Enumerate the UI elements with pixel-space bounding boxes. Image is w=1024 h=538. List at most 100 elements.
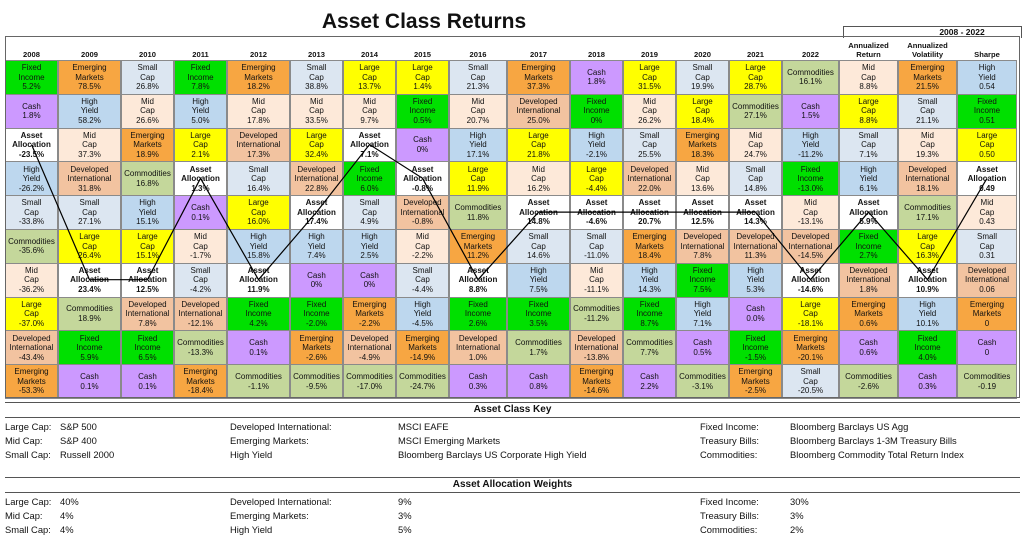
- cell-asset-label-line2: Allocation: [967, 174, 1007, 184]
- cell-value: 1.0%: [468, 352, 488, 362]
- cell-asset-label: Cash: [693, 338, 712, 348]
- grid-cell: Large Cap 8.8%: [839, 93, 898, 129]
- cell-asset-label: Emerging: [299, 333, 334, 343]
- cell-asset-label: Fixed: [528, 299, 549, 309]
- cell-value: 32.4%: [305, 149, 328, 159]
- column-header: 2009: [81, 49, 98, 59]
- grid-cell: Emerging Markets 78.5%: [58, 60, 121, 95]
- column-header: 2020: [694, 49, 711, 59]
- cell-asset-label: Developed: [128, 299, 167, 309]
- cell-value: 2.5%: [360, 251, 379, 261]
- cell-value: 18.9%: [136, 149, 159, 159]
- cell-asset-label: Commodities: [235, 372, 282, 382]
- cell-asset-label-line2: Markets: [741, 376, 770, 386]
- cell-value: 0.1%: [249, 347, 268, 357]
- cell-asset-label: Commodities: [845, 372, 892, 382]
- cell-value: 18.1%: [916, 183, 939, 193]
- grid-cell: Large Cap 1.4%: [396, 60, 449, 95]
- cell-value: 8.8%: [468, 284, 488, 294]
- cell-asset-label-line2: Cap: [140, 106, 155, 116]
- grid-cell: Asset Allocation 0.49: [957, 161, 1017, 197]
- cell-asset-label: Small: [190, 265, 211, 275]
- grid-cell: Emerging Markets -14.9%: [396, 330, 449, 366]
- column-header: Annualized Return: [848, 41, 889, 59]
- cell-value: 10.1%: [916, 318, 939, 328]
- cell-asset-label: Commodities: [399, 372, 446, 382]
- cell-asset-label-line2: Yield: [859, 174, 878, 184]
- cell-value: 8.7%: [640, 318, 659, 328]
- cell-asset-label: Small: [639, 130, 660, 140]
- grid-cell: Fixed Income 3.5%: [507, 296, 570, 332]
- grid-cell: Cash 2.2%: [623, 364, 676, 399]
- cell-value: 18.9%: [78, 313, 101, 323]
- cell-asset-label: Fixed: [800, 164, 821, 174]
- cell-asset-label: Commodities: [573, 304, 620, 314]
- cell-value: 9.7%: [360, 115, 379, 125]
- column-header: 2015: [414, 49, 431, 59]
- cell-value: 16.3%: [916, 251, 939, 261]
- cell-asset-label: Cash: [138, 372, 157, 382]
- cell-asset-label: Developed: [683, 232, 722, 242]
- grid-cell: Emerging Markets -2.5%: [729, 364, 782, 399]
- grid-cell: Mid Cap -11.1%: [570, 262, 623, 298]
- cell-asset-label: Small: [745, 164, 766, 174]
- grid-cell: High Yield 17.1%: [449, 127, 507, 163]
- grid-cell: Cash 0.3%: [449, 364, 507, 399]
- cell-asset-label-line2: Income: [187, 72, 214, 82]
- weight-text: High Yield: [230, 524, 273, 535]
- cell-asset-label: Mid: [363, 96, 376, 106]
- grid-cell: Small Cap 25.5%: [623, 127, 676, 163]
- cell-value: 0.1%: [191, 212, 210, 222]
- cell-asset-label: Emerging: [130, 130, 165, 140]
- cell-value: 21.5%: [916, 82, 939, 92]
- cell-asset-label-line2: International: [236, 140, 281, 150]
- key-text: S&P 500: [60, 421, 97, 432]
- cell-asset-label: Asset: [799, 265, 822, 275]
- cell-asset-label: Mid: [141, 96, 154, 106]
- cell-asset-label-line2: Markets: [854, 309, 883, 319]
- grid-cell: Cash 0.1%: [121, 364, 174, 399]
- cell-value: -13.0%: [797, 183, 824, 193]
- grid-cell: Mid Cap 16.2%: [507, 161, 570, 197]
- grid-cell: Fixed Income -2.0%: [290, 296, 343, 332]
- grid-cell: High Yield 5.0%: [174, 93, 227, 129]
- key-text: MSCI Emerging Markets: [398, 435, 501, 446]
- cell-asset-label: High: [641, 265, 658, 275]
- grid-cell: Emerging Markets -2.2%: [343, 296, 396, 332]
- grid-cell: Small Cap 19.9%: [676, 60, 729, 95]
- cell-asset-label: Asset: [136, 265, 159, 275]
- cell-asset-label-line2: Yield: [801, 140, 820, 150]
- cell-asset-label: Small: [21, 198, 42, 208]
- cell-value: 25.5%: [638, 149, 661, 159]
- cell-asset-label: Asset: [691, 198, 714, 208]
- cell-asset-label: High: [81, 96, 98, 106]
- key-text: Bloomberg Commodity Total Return Index: [790, 449, 964, 460]
- grid-cell: Asset Allocation 12.5%: [676, 195, 729, 230]
- cell-asset-label-line2: Cap: [309, 106, 324, 116]
- cell-asset-label-line2: Yield: [746, 275, 765, 285]
- cell-value: 13.6%: [691, 183, 714, 193]
- cell-asset-label: Emerging: [738, 367, 773, 377]
- grid-cell: Asset Allocation -23.5%: [5, 127, 58, 163]
- cell-asset-label-line2: Cap: [140, 72, 155, 82]
- cell-asset-label: Large: [137, 232, 158, 242]
- cell-value: 4.2%: [249, 318, 268, 328]
- column-header: 2010: [139, 49, 156, 59]
- column-header: Annualized Volatility: [907, 41, 948, 59]
- cell-value: -9.5%: [306, 381, 327, 391]
- cell-value: 7.1%: [859, 149, 878, 159]
- cell-value: 16.0%: [247, 217, 270, 227]
- cell-asset-label: Commodities: [787, 67, 834, 77]
- cell-asset-label: Mid: [980, 198, 994, 208]
- key-text: Fixed Income:: [700, 421, 759, 432]
- grid-cell: Large Cap 16.3%: [898, 229, 957, 264]
- cell-asset-label-line2: Markets: [635, 241, 664, 251]
- cell-value: -18.1%: [797, 318, 824, 328]
- grid-cell: Small Cap 16.4%: [227, 161, 290, 197]
- cell-value: -37.0%: [18, 318, 45, 328]
- cell-asset-label: High: [414, 299, 431, 309]
- cell-asset-label-line2: International: [125, 309, 170, 319]
- grid-cell: Developed International 22.8%: [290, 161, 343, 197]
- grid-cell: High Yield -11.2%: [782, 127, 839, 163]
- grid-cell: Large Cap 26.4%: [58, 229, 121, 264]
